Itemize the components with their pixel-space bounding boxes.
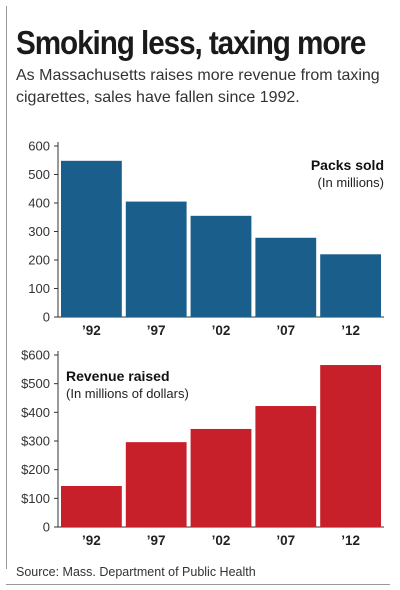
revenue-bar xyxy=(61,486,122,527)
revenue-x-tick-label: ’07 xyxy=(276,533,295,548)
revenue-y-tick-label: $500 xyxy=(21,376,50,391)
packs-sold-chart: 0 100 200 300 400 500 600 ’92 ’97 ’02 ’07 ’12 Packs … xyxy=(28,139,384,338)
chart-title: Smoking less, taxing more xyxy=(16,24,366,61)
revenue-y-tick-label: $200 xyxy=(21,462,50,477)
packs-bar xyxy=(61,160,122,317)
packs-y-tick-label: 100 xyxy=(28,281,50,296)
revenue-y-tick-label: $100 xyxy=(21,491,50,506)
packs-y-tick-label: 500 xyxy=(28,167,50,182)
revenue-x-tick-label: ’12 xyxy=(341,533,360,548)
packs-x-tick-label: ’92 xyxy=(82,323,101,338)
packs-y-tick-label: 200 xyxy=(28,253,50,268)
packs-bar xyxy=(255,237,317,317)
revenue-label-subtitle: (In millions of dollars) xyxy=(66,386,189,401)
revenue-y-tick-label: 0 xyxy=(43,520,50,535)
packs-label-subtitle: (In millions) xyxy=(318,175,384,190)
revenue-bar xyxy=(190,428,252,527)
packs-x-tick-label: ’02 xyxy=(212,323,231,338)
packs-x-tick-label: ’97 xyxy=(147,323,166,338)
packs-y-tick-label: 300 xyxy=(28,224,50,239)
packs-y-tick-label: 0 xyxy=(43,310,50,325)
packs-x-tick-label: ’07 xyxy=(276,323,295,338)
revenue-x-tick-label: ’97 xyxy=(147,533,166,548)
packs-x-tick-label: ’12 xyxy=(341,323,360,338)
packs-bar xyxy=(190,215,252,317)
frame-left-rule xyxy=(6,6,7,569)
source-note: Source: Mass. Department of Public Healt… xyxy=(16,565,256,579)
packs-y-tick-label: 400 xyxy=(28,196,50,211)
chart-subtitle: As Massachusetts raises more revenue fro… xyxy=(16,67,380,106)
revenue-x-tick-label: ’02 xyxy=(212,533,231,548)
packs-bar xyxy=(320,254,381,317)
revenue-y-tick-label: $400 xyxy=(21,405,50,420)
packs-y-tick-label: 600 xyxy=(28,139,50,154)
packs-bar xyxy=(125,201,187,317)
packs-label-title: Packs sold xyxy=(311,157,384,173)
frame-bottom-rule xyxy=(6,584,390,585)
revenue-x-tick-label: ’92 xyxy=(82,533,101,548)
revenue-y-tick-label: $300 xyxy=(21,434,50,449)
revenue-bar xyxy=(255,406,317,527)
revenue-bar xyxy=(320,365,381,527)
revenue-label-title: Revenue raised xyxy=(66,368,170,384)
revenue-bar xyxy=(125,442,187,527)
revenue-y-tick-label: $600 xyxy=(21,348,50,363)
